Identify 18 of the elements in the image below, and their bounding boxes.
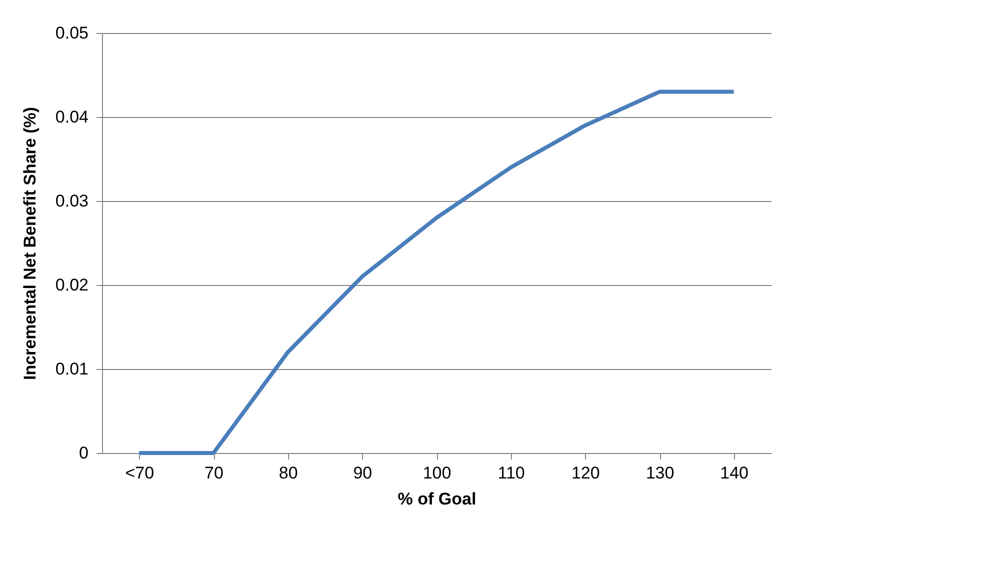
- x-axis-title: % of Goal: [398, 490, 476, 508]
- y-axis-title: Incremental Net Benefit Share (%): [20, 106, 40, 380]
- y-tick-label: 0.03: [55, 192, 88, 210]
- y-tick-label: 0.04: [55, 108, 88, 126]
- y-tick-label: 0.02: [55, 276, 88, 294]
- y-tick-label: 0: [79, 444, 88, 462]
- x-tick-label: 80: [278, 464, 298, 482]
- line-series: [137, 90, 736, 455]
- x-tick-label: 140: [720, 464, 749, 482]
- y-tick-label: 0.01: [55, 360, 88, 378]
- x-tick-label: 100: [422, 464, 452, 482]
- y-tick-label: 0.05: [55, 24, 88, 42]
- x-tick-label: 90: [353, 464, 372, 482]
- x-tick-label: 110: [498, 464, 525, 482]
- x-tick-label: 70: [204, 464, 224, 482]
- x-tick-label: 120: [571, 464, 600, 482]
- x-tick-label: <70: [125, 464, 154, 482]
- x-tick-label: 130: [646, 464, 674, 482]
